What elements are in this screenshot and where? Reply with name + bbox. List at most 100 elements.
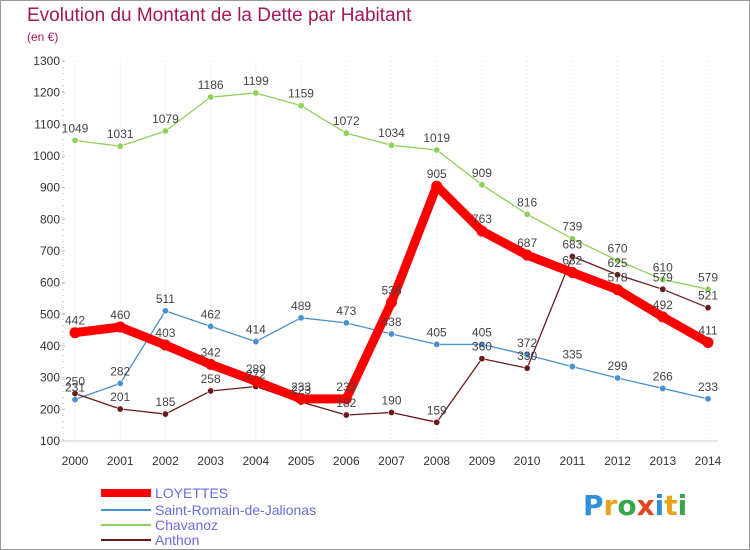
data-point — [161, 410, 169, 418]
data-point — [568, 235, 576, 243]
data-label: 687 — [517, 236, 537, 250]
data-label: 233 — [698, 380, 718, 394]
data-point — [387, 408, 395, 416]
data-label: 223 — [291, 383, 311, 397]
legend-item-anthon: Anthon — [101, 532, 199, 548]
data-point — [161, 127, 169, 135]
data-label: 282 — [110, 364, 130, 378]
data-point — [704, 304, 712, 312]
data-label: 405 — [472, 325, 492, 339]
data-point — [704, 285, 712, 293]
data-label: 335 — [562, 348, 582, 362]
data-point — [295, 393, 307, 405]
legend-item-loyettes: LOYETTES — [101, 485, 228, 501]
data-point — [71, 136, 79, 144]
data-point — [614, 256, 622, 264]
data-label: 1199 — [243, 74, 269, 88]
logo-letter: i — [677, 489, 688, 522]
data-point — [614, 271, 622, 279]
data-point — [433, 418, 441, 426]
data-label: 1079 — [152, 112, 179, 126]
logo-letter: i — [654, 489, 665, 522]
data-point — [433, 340, 441, 348]
data-label: 405 — [427, 325, 447, 339]
data-point — [342, 319, 350, 327]
data-point — [478, 340, 486, 348]
data-point — [342, 411, 350, 419]
data-point — [250, 375, 262, 387]
data-point — [659, 275, 667, 283]
data-label: 185 — [155, 395, 175, 409]
x-tick-label: 2000 — [62, 454, 89, 468]
data-point — [71, 396, 79, 404]
data-point — [704, 395, 712, 403]
chart-title: Evolution du Montant de la Dette par Hab… — [27, 5, 412, 26]
y-tick-label: 200 — [40, 402, 60, 416]
data-label: 372 — [517, 336, 537, 350]
y-tick-label: 1300 — [33, 54, 60, 68]
y-tick-label: 900 — [40, 181, 60, 195]
data-label: 159 — [427, 403, 447, 417]
y-tick-label: 1000 — [33, 149, 60, 163]
legend-swatch — [101, 509, 151, 511]
data-point — [568, 252, 576, 260]
legend-label: Saint-Romain-de-Jalionas — [155, 502, 317, 518]
data-point — [478, 355, 486, 363]
data-point — [297, 102, 305, 110]
x-tick-label: 2010 — [514, 454, 541, 468]
x-tick-label: 2014 — [695, 454, 722, 468]
x-tick-label: 2004 — [243, 454, 270, 468]
x-tick-label: 2013 — [649, 454, 676, 468]
data-point — [207, 93, 215, 101]
legend-item-saint-romain: Saint-Romain-de-Jalionas — [101, 502, 316, 518]
logo-letter: o — [617, 489, 637, 522]
data-label: 266 — [653, 369, 673, 383]
y-tick-label: 300 — [40, 371, 60, 385]
data-point — [568, 363, 576, 371]
data-label: 330 — [517, 349, 537, 363]
data-point — [702, 337, 714, 349]
data-label: 1031 — [107, 127, 134, 141]
data-point — [614, 374, 622, 382]
data-point — [523, 210, 531, 218]
data-label: 905 — [427, 167, 447, 181]
data-point — [207, 322, 215, 330]
y-tick-label: 700 — [40, 244, 60, 258]
data-label: 763 — [472, 212, 492, 226]
data-label: 442 — [65, 314, 85, 328]
data-label: 473 — [336, 304, 356, 318]
data-label: 233 — [291, 380, 311, 394]
series-anthon — [71, 252, 712, 426]
data-label: 538 — [381, 283, 401, 297]
data-label: 610 — [653, 261, 673, 275]
data-point — [523, 364, 531, 372]
data-point — [387, 141, 395, 149]
data-point — [433, 146, 441, 154]
data-point — [71, 389, 79, 397]
data-point — [207, 387, 215, 395]
logo-letter: x — [636, 489, 655, 522]
data-point — [114, 321, 126, 333]
data-point — [161, 307, 169, 315]
data-label: 411 — [698, 324, 717, 338]
data-label: 1034 — [378, 126, 405, 140]
data-label: 299 — [608, 359, 628, 373]
series-loyettes — [69, 180, 714, 405]
data-label: 632 — [562, 254, 582, 268]
data-label: 231 — [65, 381, 85, 395]
data-label: 272 — [246, 368, 266, 382]
y-tick-label: 600 — [40, 276, 60, 290]
y-tick-label: 500 — [40, 307, 60, 321]
data-label: 182 — [336, 396, 356, 410]
x-tick-label: 2005 — [288, 454, 315, 468]
data-point — [252, 89, 260, 97]
series-saint-romain-de-jalionas — [71, 307, 712, 404]
logo-letter: r — [603, 489, 618, 522]
legend-label: LOYETTES — [155, 485, 229, 501]
proxiti-logo: Proxiti — [583, 489, 687, 522]
data-label: 190 — [381, 394, 401, 408]
data-label: 360 — [472, 340, 492, 354]
data-point — [566, 267, 578, 279]
